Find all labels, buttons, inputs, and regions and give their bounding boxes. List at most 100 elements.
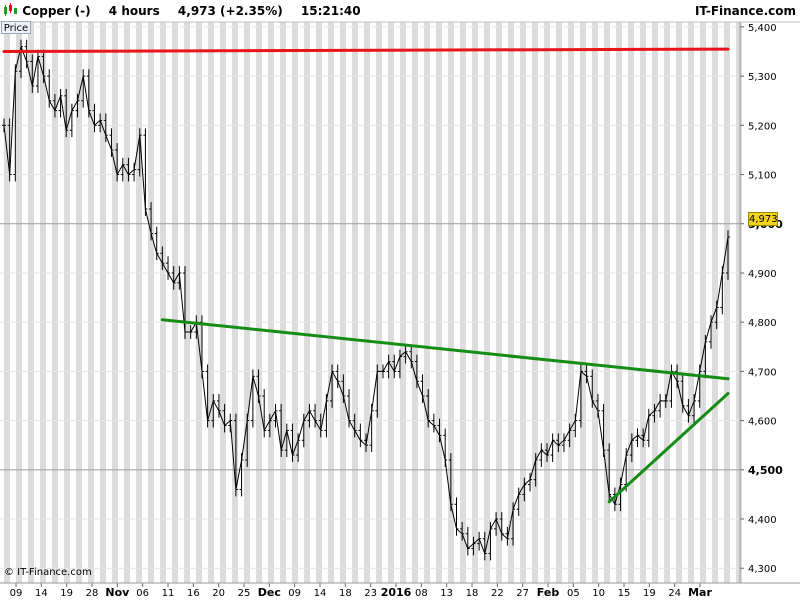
background-stripe: [664, 22, 670, 583]
x-tick-label: 23: [364, 588, 377, 599]
background-stripe: [256, 22, 262, 583]
resistance-line: [2, 47, 730, 54]
background-stripe: [4, 22, 10, 583]
background-stripe: [352, 22, 358, 583]
background-stripe: [496, 22, 502, 583]
background-stripe: [112, 22, 118, 583]
background-stripe: [520, 22, 526, 583]
background-stripe: [424, 22, 430, 583]
trendlines: [2, 47, 730, 504]
x-tick-label: 08: [415, 588, 428, 599]
instrument-name: Copper (-): [22, 4, 91, 18]
background-stripe: [544, 22, 550, 583]
gridlines: [0, 26, 740, 569]
background-stripe: [40, 22, 46, 583]
background-stripe: [220, 22, 226, 583]
background-stripe: [28, 22, 34, 583]
x-tick-label: 18: [339, 588, 352, 599]
background-stripe: [412, 22, 418, 583]
background-stripe: [700, 22, 706, 583]
x-tick-label: Nov: [105, 586, 130, 599]
x-tick-label: 16: [187, 588, 200, 599]
y-tick-label: 5,300: [748, 72, 777, 83]
background-stripe: [136, 22, 142, 583]
background-stripe: [712, 22, 718, 583]
background-stripe: [232, 22, 238, 583]
x-tick-label: 14: [35, 588, 48, 599]
last-price: 4,973 (+2.35%): [177, 4, 283, 18]
x-tick-label: Feb: [537, 586, 560, 599]
background-stripe: [292, 22, 298, 583]
last-price-badge: 4,973: [748, 212, 778, 226]
y-tick-label: 5,400: [748, 23, 777, 34]
background-stripe: [64, 22, 70, 583]
price-series: [2, 39, 730, 561]
x-tick-label: Mar: [688, 586, 712, 599]
background-stripe: [580, 22, 586, 583]
x-tick-label: 19: [60, 588, 73, 599]
background-stripe: [280, 22, 286, 583]
background-stripe: [376, 22, 382, 583]
y-tick-label: 4,900: [748, 269, 777, 280]
y-tick-label: 4,600: [748, 417, 777, 428]
background-stripe: [52, 22, 58, 583]
x-tick-label: 09: [10, 588, 23, 599]
background-stripe: [88, 22, 94, 583]
background-stripe: [676, 22, 682, 583]
background-stripe: [304, 22, 310, 583]
background-stripe: [196, 22, 202, 583]
x-tick-label: 20: [212, 588, 225, 599]
background-stripe: [472, 22, 478, 583]
x-tick-label: 10: [592, 588, 605, 599]
price-tag[interactable]: Price: [1, 21, 31, 34]
background-stripe: [688, 22, 694, 583]
background-stripe: [244, 22, 250, 583]
y-tick-label: 4,800: [748, 318, 777, 329]
neckline-line: [160, 318, 730, 381]
background-stripe: [460, 22, 466, 583]
x-tick-label: 18: [466, 588, 479, 599]
x-tick-label: 22: [491, 588, 504, 599]
background-stripe: [484, 22, 490, 583]
background-stripe: [364, 22, 370, 583]
background-stripe: [388, 22, 394, 583]
clock-time: 15:21:40: [300, 4, 361, 18]
background-stripe: [172, 22, 178, 583]
background-stripe: [316, 22, 322, 583]
support-line: [607, 392, 730, 504]
x-tick-label: 27: [516, 588, 529, 599]
background-stripe: [160, 22, 166, 583]
x-axis: 09 14 19 28 Nov 06 11 16 20 25 Dec 09 14 18 23 2016 08 13…: [10, 583, 712, 599]
x-tick-label: 28: [86, 588, 99, 599]
chart-background-stripes: [4, 22, 742, 583]
background-stripe: [556, 22, 562, 583]
x-tick-label: 2016: [381, 586, 412, 599]
chart-period: 4 hours: [108, 4, 160, 18]
background-stripe: [532, 22, 538, 583]
background-stripe: [16, 22, 22, 583]
background-stripe: [76, 22, 82, 583]
background-stripe: [400, 22, 406, 583]
background-stripe: [328, 22, 334, 583]
x-tick-label: 09: [288, 588, 301, 599]
background-stripe: [436, 22, 442, 583]
x-tick-label: 11: [162, 588, 175, 599]
x-tick-label: 06: [136, 588, 149, 599]
y-tick-label: 5,100: [748, 171, 777, 182]
copyright: © IT-Finance.com: [4, 567, 92, 578]
background-stripe: [100, 22, 106, 583]
y-axis: 4,3004,4004,5004,6004,7004,8004,9005,000…: [740, 23, 783, 575]
background-stripe: [208, 22, 214, 583]
background-stripe: [592, 22, 598, 583]
background-stripe: [604, 22, 610, 583]
x-tick-label: 24: [668, 588, 681, 599]
background-stripe: [628, 22, 634, 583]
x-tick-label: Dec: [258, 586, 281, 599]
background-stripe: [736, 22, 742, 583]
source-label: IT-Finance.com: [694, 4, 796, 18]
x-tick-label: 25: [238, 588, 251, 599]
price-line: [3, 44, 729, 556]
x-tick-label: 05: [567, 588, 580, 599]
background-stripe: [184, 22, 190, 583]
